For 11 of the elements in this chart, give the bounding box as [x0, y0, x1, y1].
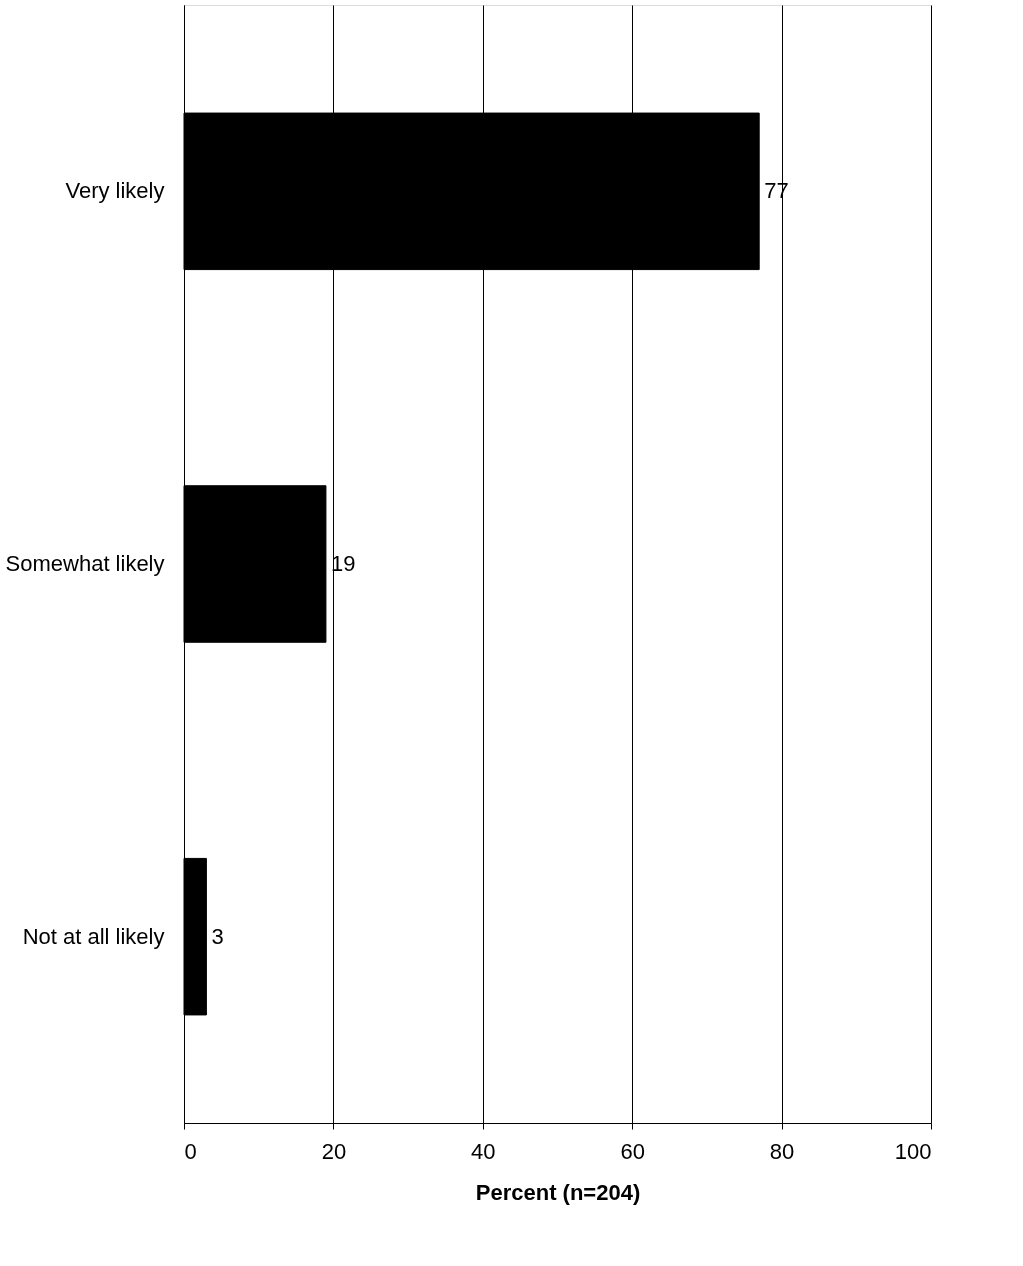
x-tick-label: 20	[321, 1138, 347, 1164]
x-axis-title: Percent (n=204)	[475, 1179, 641, 1205]
x-tick-label: 40	[471, 1138, 496, 1164]
x-tick-label: 80	[769, 1138, 795, 1164]
y-tick-label: Very likely	[65, 178, 165, 204]
x-tick-label: 100	[894, 1138, 932, 1164]
x-tick-label: 60	[620, 1138, 645, 1164]
x-tick-label: 0	[184, 1138, 197, 1164]
y-tick-label: Not at all likely	[22, 923, 165, 949]
y-tick-label: Somewhat likely	[5, 551, 165, 576]
data-label: 3	[211, 923, 224, 949]
